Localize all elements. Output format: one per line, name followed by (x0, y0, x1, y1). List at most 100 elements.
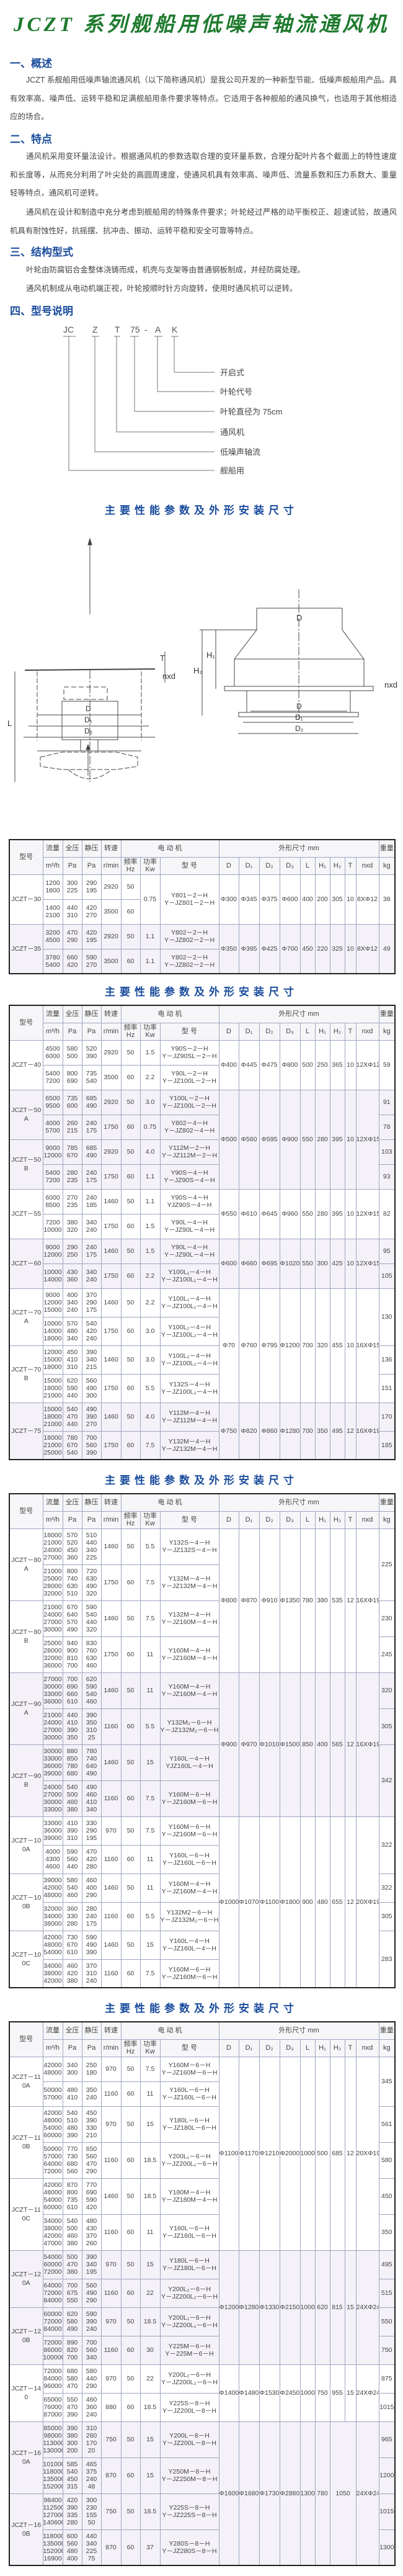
model-name: JCZT－140 (9, 2364, 43, 2422)
frequency: 60 (120, 1213, 141, 1239)
header-dim-nxd: nxd (355, 856, 379, 875)
header-motor-model: 型 号 (159, 1510, 219, 1529)
dim-D₃: Φ2450 (279, 2364, 301, 2422)
power: 7.5 (140, 1430, 161, 1460)
dim-H₁: 400 (314, 1672, 330, 1817)
spec-table-wrapper: 型号 流量 全压 静压 转速电 动 机外形尺寸 mm 重量 m³/h Pa Pa r/min 频率 H… (9, 1005, 396, 1460)
frequency: 60 (120, 1708, 141, 1745)
power: 1.1 (140, 923, 161, 949)
header-dim-T: T (344, 1022, 356, 1041)
weight: 105 (378, 1263, 396, 1289)
header-dimensions: 外形尺寸 mm (218, 839, 379, 858)
motor-model: Y160M－6－H Y－JZ160M－6－H (159, 1780, 219, 1817)
motor-model: Y112M－4－H Y－JZ112M－4－H (159, 1402, 219, 1432)
header-dim-D: D (218, 1510, 239, 1529)
table-row: JCZT－80B 21000 24000 27000 30000 670 640 570 490… (9, 1600, 396, 1673)
header-dim-D: D (218, 1022, 239, 1041)
speed: 1750 (100, 1316, 122, 1346)
dim-D₁: Φ1280 (238, 2250, 260, 2365)
dim-D: Φ600 (218, 1238, 239, 1289)
dim-T: 12 (344, 1816, 356, 1988)
spec-table: 型号 流量 全压 静压 转速电 动 机外形尺寸 mm 重量 m³/h Pa Pa r/min 频率 H… (9, 1493, 396, 1988)
label-fan: 通风机 (220, 428, 244, 437)
header-frequency: 频率 Hz (120, 1022, 141, 1041)
header-dim-H₁: H₁ (314, 1022, 330, 1041)
power: 0.75 (140, 874, 161, 925)
dim-nxd: 24XΦ24 (355, 2250, 379, 2365)
dim-D₂: Φ910 (259, 1528, 280, 1673)
code-a: A (155, 325, 161, 334)
spec-title-1: 主要性能参数及外形安装尺寸 (105, 505, 298, 516)
dim-D₁: Φ970 (238, 1672, 260, 1817)
header-model: 型号 (9, 2021, 43, 2057)
frequency: 60 (120, 1636, 141, 1673)
speed: 1750 (100, 1430, 122, 1460)
total-pressure-values: 585 540 450 315 (62, 2457, 82, 2494)
total-pressure-values: 870 800 735 610 (62, 2178, 82, 2215)
dim-D₂: Φ1010 (259, 1672, 280, 1817)
dim-D: Φ900 (218, 1672, 239, 1817)
code-jc: JC (63, 325, 74, 334)
frequency: 50 (120, 1039, 141, 1066)
dim-L: 550 (299, 1089, 316, 1190)
frequency: 60 (120, 1263, 141, 1289)
weight: 350 (378, 2214, 396, 2251)
dim-D₂: Φ475 (259, 1039, 280, 1090)
flow-values: 9000 12000 15000 (42, 1288, 63, 1317)
motor-model: Y802－2－H Y－JZ802－2－H (159, 923, 219, 949)
motor-model: Y160L－4－H Y－JZ160L－4－H (159, 1930, 219, 1960)
motor-model: Y160M－6－H Y－JZ160M－6－H (159, 2056, 219, 2082)
total-pressure-values: 540 500 460 380 (62, 2214, 82, 2251)
flow-values: 6500 9500 (42, 1089, 63, 1115)
header-dim-nxd: nxd (355, 1510, 379, 1529)
header-dim-H₂: H₂ (329, 856, 345, 875)
frequency: 60 (120, 1844, 141, 1874)
header-dimensions: 外形尺寸 mm (218, 2021, 379, 2040)
weight: 345 (378, 2056, 396, 2107)
power: 1.5 (140, 1039, 161, 1066)
header-total-unit: Pa (62, 1510, 82, 1529)
flow-values: 64000 72000 84000 (42, 2278, 63, 2308)
dim-H₂: 395 (329, 1089, 345, 1190)
dim-T: 10 (344, 874, 356, 925)
motor-model: Y100L₁－4－H Y－JZ100L₁－4－H (159, 1263, 219, 1289)
speed: 3500 (100, 899, 122, 925)
dim-nxd: 12XΦ12 (355, 1039, 379, 1090)
static-pressure-values: 240 175 (81, 1238, 102, 1264)
table-row: JCZT－60 9000 12000 290 250 240 175 1460 50 1.5 Y90… (9, 1238, 396, 1289)
heading-features: 二、特点 (10, 133, 52, 145)
static-pressure-values: 780 740 640 490 (81, 1744, 102, 1781)
dim-label-t: T (160, 653, 165, 663)
flow-values: 42000 48000 (42, 2056, 63, 2082)
dim-L: 700 (299, 1288, 316, 1403)
dim-nxd: 12XΦ15 (355, 1238, 379, 1289)
header-speed: 转速 (100, 2021, 122, 2040)
frequency: 50 (120, 1402, 141, 1432)
header-static: 静压 (81, 1493, 102, 1512)
flow-values: 50000 57000 64000 72000 (42, 2142, 63, 2179)
header-dim-T: T (344, 1510, 356, 1529)
dim-T: 10 (344, 1238, 356, 1289)
speed: 1160 (100, 1901, 122, 1931)
right-fan-drawing (200, 590, 374, 720)
label-low-noise-axial: 低噪声轴流 (220, 447, 260, 457)
table-row: 5400 7200 280 235 240 175 1750 60 1.1 Y90S－4－H Y－J… (9, 1164, 396, 1190)
dim-nxd: 20XΦ19 (355, 1816, 379, 1988)
weight: 550 (378, 2307, 396, 2336)
flow-values: 1400 2100 (42, 899, 63, 925)
weight: 1015 (378, 2392, 396, 2422)
model-name: JCZT－110A (9, 2056, 43, 2107)
header-weight-unit: kg (378, 856, 396, 875)
power: 15 (140, 2250, 161, 2279)
overview-text: JCZT 系舰船用低噪声轴流通风机（以下简称通风机）是我公司开发的一种新型节能、… (10, 76, 397, 121)
header-dim-D₂: D₂ (259, 2039, 280, 2057)
speed: 2920 (100, 923, 122, 949)
speed: 870 (100, 2457, 122, 2494)
spec-table-wrapper: 型号 流量 全压 静压 转速电 动 机外形尺寸 mm 重量 m³/h Pa Pa r/min 频率 H… (9, 839, 396, 974)
weight: 875 (378, 2364, 396, 2394)
frequency: 50 (120, 2106, 141, 2143)
flow-values: 9000 12000 (42, 1139, 63, 1165)
table-row: 18000 21000 25000 780 670 540 700 560 390 1750 60 7… (9, 1430, 396, 1460)
total-pressure-values: 430 360 (62, 1263, 82, 1289)
